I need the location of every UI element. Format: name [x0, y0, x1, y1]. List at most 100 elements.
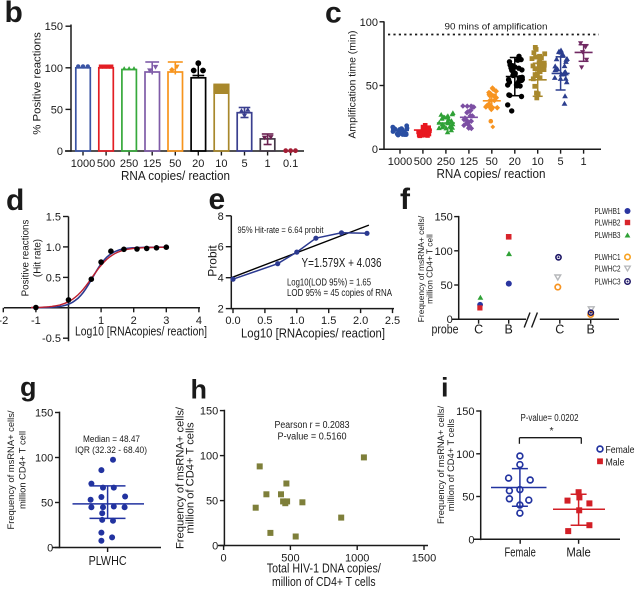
svg-text:B: B — [505, 323, 513, 337]
svg-text:0.0: 0.0 — [225, 315, 240, 327]
svg-text:PLWHB3: PLWHB3 — [595, 231, 621, 240]
svg-text:100: 100 — [360, 17, 378, 29]
svg-text:2: 2 — [218, 304, 224, 316]
svg-text:million of CD4+ T cells: million of CD4+ T cells — [446, 418, 456, 511]
svg-text:Female: Female — [606, 444, 635, 456]
svg-text:Frequency of msRNA+ cells/: Frequency of msRNA+ cells/ — [5, 410, 16, 529]
svg-text:1.5: 1.5 — [46, 212, 61, 224]
svg-text:1: 1 — [98, 315, 104, 327]
svg-text:6: 6 — [218, 242, 224, 254]
svg-text:1500: 1500 — [412, 553, 436, 565]
svg-text:0: 0 — [212, 541, 218, 553]
svg-text:Log10 [RNAcopies/ reaction]: Log10 [RNAcopies/ reaction] — [241, 327, 385, 341]
svg-text:125: 125 — [460, 156, 478, 168]
svg-text:PLWHC3: PLWHC3 — [595, 278, 621, 287]
svg-text:10: 10 — [215, 158, 227, 170]
svg-text:d: d — [6, 184, 24, 217]
svg-text:P-value = 0.5160: P-value = 0.5160 — [278, 432, 347, 443]
svg-text:100: 100 — [200, 451, 218, 463]
svg-text:Median = 48.47: Median = 48.47 — [83, 434, 140, 444]
svg-text:0: 0 — [221, 553, 227, 565]
svg-text:5: 5 — [241, 158, 247, 170]
svg-text:c: c — [325, 0, 342, 30]
svg-text:0: 0 — [47, 543, 53, 555]
svg-text:1: 1 — [265, 158, 271, 170]
svg-text:Probit: Probit — [206, 245, 220, 277]
svg-text:P-value= 0.0202: P-value= 0.0202 — [521, 413, 579, 424]
svg-text:150: 150 — [35, 408, 53, 420]
svg-text:1000: 1000 — [345, 553, 369, 565]
svg-text:50: 50 — [41, 498, 53, 510]
svg-text:2.5: 2.5 — [385, 315, 400, 327]
svg-text:1000: 1000 — [71, 158, 95, 170]
svg-text:125: 125 — [143, 158, 161, 170]
svg-text:C: C — [555, 323, 564, 337]
svg-text:Frequency of msRNA+ cells/: Frequency of msRNA+ cells/ — [436, 406, 446, 524]
svg-text:8: 8 — [218, 211, 224, 223]
svg-text:100: 100 — [35, 453, 53, 465]
svg-text:20: 20 — [509, 156, 521, 168]
svg-text:100: 100 — [45, 63, 63, 75]
svg-text:-2: -2 — [0, 315, 8, 327]
svg-text:3: 3 — [163, 315, 169, 327]
svg-text:-1: -1 — [31, 315, 41, 327]
svg-text:RNA copies/ reaction: RNA copies/ reaction — [121, 169, 230, 183]
svg-text:2: 2 — [131, 315, 137, 327]
svg-text:-0.5: -0.5 — [42, 333, 61, 345]
svg-text:1: 1 — [581, 156, 587, 168]
svg-text:0: 0 — [372, 144, 378, 156]
svg-text:0.5: 0.5 — [257, 315, 272, 327]
svg-text:0.1: 0.1 — [283, 158, 298, 170]
svg-text:50: 50 — [462, 492, 474, 504]
svg-text:150: 150 — [45, 21, 63, 33]
svg-text:h: h — [191, 375, 208, 405]
svg-text:1.0: 1.0 — [46, 242, 61, 254]
svg-text:4: 4 — [196, 315, 202, 327]
svg-text:probe: probe — [432, 323, 459, 337]
svg-text:150: 150 — [434, 212, 452, 224]
svg-text:150: 150 — [200, 406, 218, 418]
svg-text:PLWHC1: PLWHC1 — [595, 253, 621, 262]
svg-text:2.0: 2.0 — [353, 315, 368, 327]
svg-text:20: 20 — [192, 158, 204, 170]
svg-text:e: e — [209, 183, 226, 216]
svg-text:50: 50 — [486, 156, 498, 168]
svg-text:250: 250 — [120, 158, 138, 170]
svg-text:PLWHC: PLWHC — [89, 554, 127, 568]
svg-text:500: 500 — [97, 158, 115, 170]
svg-text:0: 0 — [468, 534, 474, 546]
svg-text:Positive reactions: Positive reactions — [21, 220, 32, 297]
svg-text:150: 150 — [456, 406, 474, 418]
svg-text:50: 50 — [51, 104, 63, 116]
svg-text:90 mins of amplification: 90 mins of amplification — [445, 22, 548, 33]
svg-text:RNA copies/ reaction: RNA copies/ reaction — [437, 167, 546, 181]
svg-text:i: i — [441, 373, 449, 403]
svg-text:Total HIV-1 DNA copies/: Total HIV-1 DNA copies/ — [267, 562, 381, 576]
svg-text:50: 50 — [366, 81, 378, 93]
svg-text:Y=1.579X + 4.036: Y=1.579X + 4.036 — [302, 255, 382, 270]
svg-text:50: 50 — [206, 496, 218, 508]
svg-text:Female: Female — [505, 545, 536, 559]
svg-text:Frequency of msRNA+ cells/: Frequency of msRNA+ cells/ — [175, 406, 187, 549]
svg-text:(Hit rate): (Hit rate) — [33, 239, 44, 277]
svg-text:100: 100 — [456, 449, 474, 461]
svg-text:IQR (32.32 - 68.40): IQR (32.32 - 68.40) — [75, 445, 147, 455]
svg-text:100: 100 — [434, 246, 452, 258]
svg-text:1.0: 1.0 — [289, 315, 304, 327]
svg-text:1.5: 1.5 — [321, 315, 336, 327]
svg-text:Male: Male — [566, 545, 591, 559]
svg-text:LOD 95% = 45 copies of RNA: LOD 95% = 45 copies of RNA — [287, 287, 392, 299]
svg-text:1000: 1000 — [388, 156, 412, 168]
svg-text:*: * — [549, 425, 553, 437]
svg-text:Log10 [RNAcopies/ reaction]: Log10 [RNAcopies/ reaction] — [75, 324, 207, 338]
svg-text:Log10(LOD 95%) = 1.65: Log10(LOD 95%) = 1.65 — [287, 277, 371, 289]
svg-text:500: 500 — [414, 156, 432, 168]
svg-text:Male: Male — [606, 456, 625, 468]
svg-text:0: 0 — [57, 146, 63, 158]
svg-text:Frequency of msRNA+ cells/: Frequency of msRNA+ cells/ — [416, 215, 426, 322]
svg-text:PLWHB2: PLWHB2 — [595, 219, 621, 228]
svg-text:Amplification time (min): Amplification time (min) — [348, 31, 359, 139]
svg-text:0.5: 0.5 — [46, 272, 61, 284]
svg-text:Pearson r = 0.2083: Pearson r = 0.2083 — [275, 420, 350, 431]
svg-text:250: 250 — [437, 156, 455, 168]
